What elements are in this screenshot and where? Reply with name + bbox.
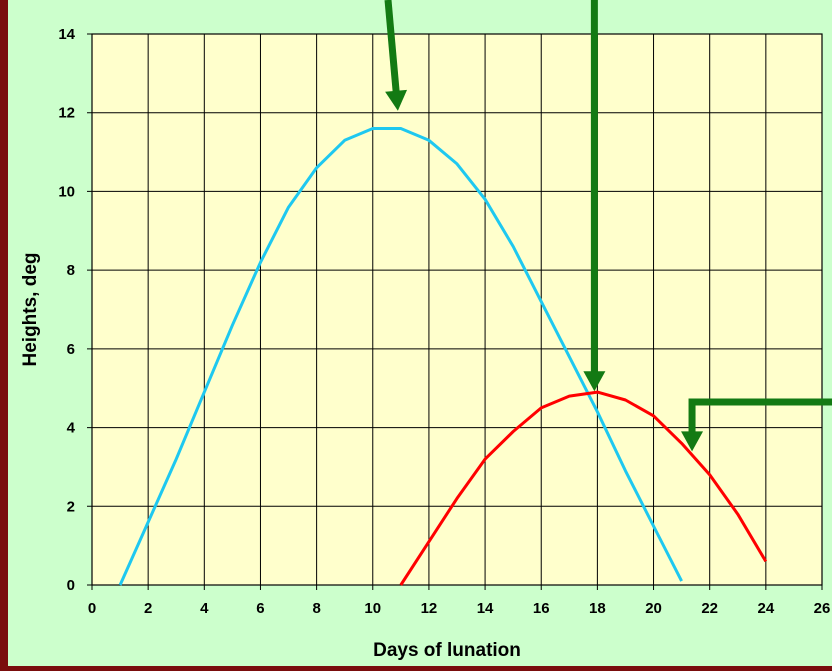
- y-tick-label: 8: [67, 262, 75, 279]
- y-tick-label: 10: [58, 183, 75, 200]
- plot-area-background: [92, 34, 822, 585]
- x-tick-label: 14: [477, 600, 494, 617]
- arrow-1-head: [385, 89, 408, 111]
- y-tick-label: 12: [58, 105, 75, 122]
- y-tick-label: 6: [67, 341, 75, 358]
- y-tick-label: 0: [67, 577, 75, 594]
- x-tick-label: 26: [814, 600, 831, 617]
- x-tick-label: 22: [701, 600, 718, 617]
- x-tick-label: 18: [589, 600, 606, 617]
- x-tick-label: 12: [421, 600, 438, 617]
- x-tick-label: 20: [645, 600, 662, 617]
- x-axis-label: Days of lunation: [373, 640, 521, 661]
- arrow-2-head: [583, 371, 606, 392]
- x-tick-label: 6: [256, 600, 264, 617]
- x-tick-label: 2: [144, 600, 152, 617]
- y-tick-label: 4: [67, 420, 76, 437]
- plot-border: [91, 33, 823, 586]
- x-tick-label: 16: [533, 600, 550, 617]
- arrow-1-shaft: [384, 0, 400, 94]
- y-tick-label: 2: [67, 498, 75, 515]
- arrow-3-shaft: [688, 398, 832, 434]
- x-tick-label: 4: [200, 600, 209, 617]
- arrow-3-head: [681, 431, 704, 452]
- y-axis-label: Heights, deg: [20, 252, 41, 366]
- x-tick-label: 24: [758, 600, 775, 617]
- x-tick-label: 10: [364, 600, 381, 617]
- annotation-arrows: [384, 0, 832, 452]
- series-line-2: [399, 390, 768, 586]
- series-lines: [118, 127, 768, 586]
- x-tick-label: 0: [88, 600, 96, 617]
- y-tick-label: 14: [58, 26, 75, 43]
- x-tick-label: 8: [312, 600, 320, 617]
